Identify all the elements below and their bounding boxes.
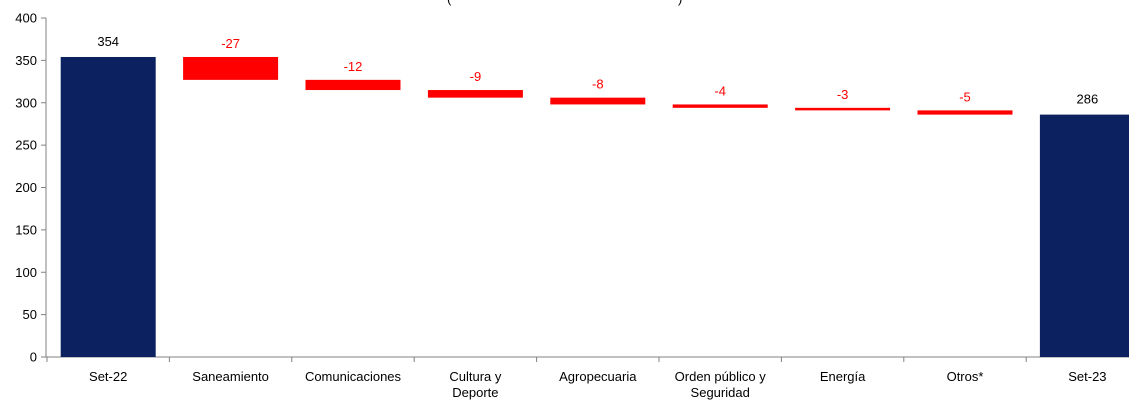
category-label-line: Orden público y: [675, 369, 767, 384]
x-axis: [46, 356, 1129, 362]
category-label: Otros*: [947, 369, 984, 384]
title-fragment-close: ): [678, 0, 682, 6]
bars: [60, 56, 1129, 358]
category-label-line: Comunicaciones: [305, 369, 402, 384]
category-label: Comunicaciones: [305, 369, 402, 384]
y-tick-label: 400: [15, 11, 37, 26]
category-label-line: Set-23: [1068, 369, 1106, 384]
category-label: Set-22: [89, 369, 127, 384]
category-label-line: Seguridad: [691, 385, 750, 400]
category-label-line: Agropecuaria: [559, 369, 637, 384]
category-label: Set-23: [1068, 369, 1106, 384]
decrease-bar: [917, 110, 1013, 115]
y-tick-label: 200: [15, 180, 37, 195]
category-label-line: Energía: [820, 369, 866, 384]
category-labels: Set-22 Saneamiento Comunicaciones Cultura y…: [89, 369, 1107, 400]
category-label-line: Set-22: [89, 369, 127, 384]
category-label-line: Saneamiento: [192, 369, 269, 384]
data-labels: 354 -27 -12 -9 -8 -4 -3 -5 286: [97, 34, 1098, 107]
data-label: 286: [1077, 92, 1099, 107]
category-label: Saneamiento: [192, 369, 269, 384]
data-label: -4: [714, 83, 726, 98]
category-label: Energía: [820, 369, 866, 384]
y-tick-label: 0: [30, 350, 37, 365]
category-label-line: Otros*: [947, 369, 984, 384]
y-tick-label: 50: [23, 307, 37, 322]
decrease-bar: [795, 107, 891, 111]
category-label: Agropecuaria: [559, 369, 637, 384]
category-label-line: Deporte: [452, 385, 498, 400]
title-fragments: (): [447, 0, 682, 6]
y-axis: 0 50 100 150 200 250 300 350 400: [15, 11, 47, 365]
category-label: Cultura y Deporte: [449, 369, 502, 400]
y-tick-label: 100: [15, 265, 37, 280]
data-label: 354: [97, 34, 119, 49]
data-label: -9: [470, 69, 482, 84]
y-tick-label: 300: [15, 95, 37, 110]
title-fragment-open: (: [447, 0, 452, 6]
decrease-bar: [427, 90, 523, 98]
y-tick-label: 250: [15, 138, 37, 153]
category-label-line: Cultura y: [449, 369, 502, 384]
decrease-bar: [183, 56, 279, 80]
total-bar: [60, 56, 156, 358]
data-label: -12: [344, 59, 363, 74]
decrease-bar: [305, 79, 401, 91]
total-bar: [1039, 114, 1129, 358]
category-label: Orden público y Seguridad: [675, 369, 767, 400]
data-label: -5: [959, 89, 971, 104]
decrease-bar: [550, 97, 646, 105]
data-label: -3: [837, 87, 849, 102]
data-label: -8: [592, 77, 604, 92]
decrease-bar: [672, 104, 768, 108]
data-label: -27: [221, 36, 240, 51]
y-tick-label: 350: [15, 53, 37, 68]
y-tick-label: 150: [15, 222, 37, 237]
